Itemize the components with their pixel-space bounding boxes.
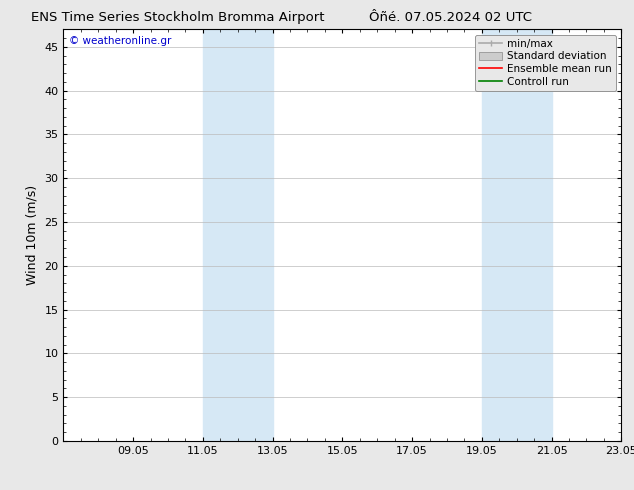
Text: Ôñé. 07.05.2024 02 UTC: Ôñé. 07.05.2024 02 UTC xyxy=(368,11,532,24)
Legend: min/max, Standard deviation, Ensemble mean run, Controll run: min/max, Standard deviation, Ensemble me… xyxy=(475,35,616,91)
Text: ENS Time Series Stockholm Bromma Airport: ENS Time Series Stockholm Bromma Airport xyxy=(31,11,324,24)
Text: © weatheronline.gr: © weatheronline.gr xyxy=(69,36,171,46)
Bar xyxy=(482,29,552,441)
Y-axis label: Wind 10m (m/s): Wind 10m (m/s) xyxy=(26,185,39,285)
Bar xyxy=(203,29,273,441)
